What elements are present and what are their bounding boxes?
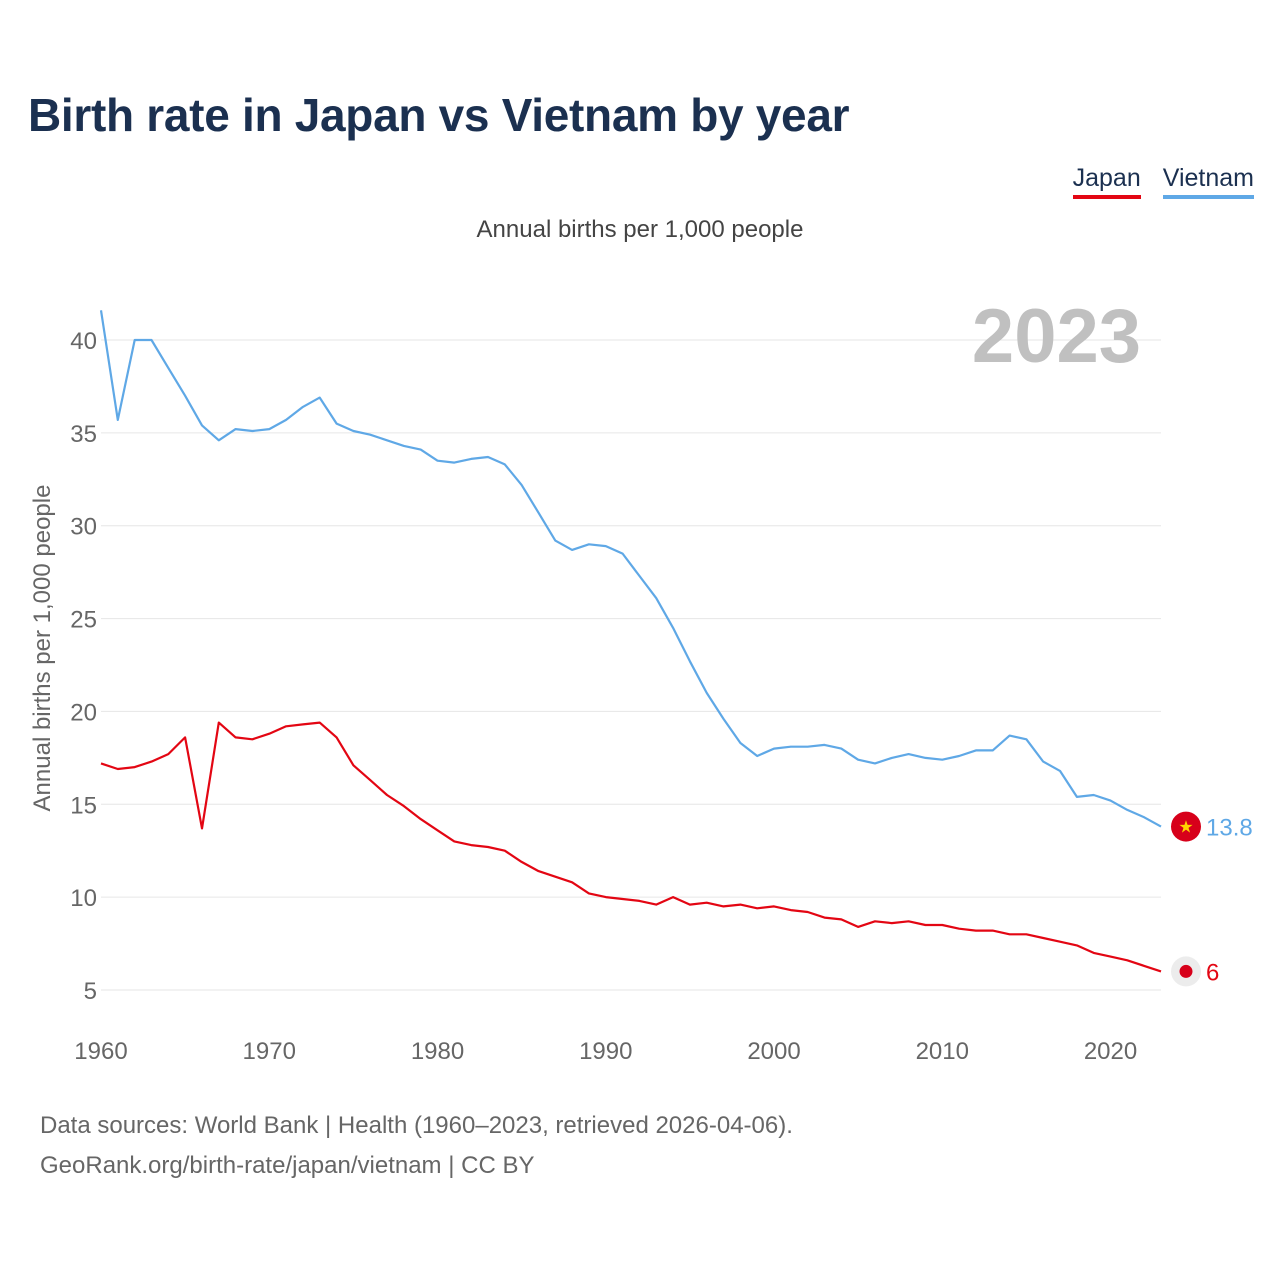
vietnam-flag-star: ★: [1178, 818, 1193, 838]
year-label: 2023: [972, 294, 1141, 379]
legend-item-japan[interactable]: Japan: [1072, 164, 1141, 199]
y-tick-label: 30: [70, 514, 97, 541]
source-link[interactable]: GeoRank.org/birth-rate/japan/vietnam | C…: [40, 1152, 535, 1179]
x-tick-label: 2000: [747, 1038, 800, 1065]
footer: Data sources: World Bank | Health (1960–…: [40, 1106, 793, 1186]
vietnam-flag-icon: [1171, 811, 1201, 842]
japan-flag-disc: [1179, 964, 1193, 978]
y-tick-label: 35: [70, 421, 97, 448]
y-tick-label: 5: [84, 978, 97, 1005]
line-chart: 5 10 15 20 25 30 35 40 1960 1970 1980 1990 2000 2010 2…: [29, 294, 1253, 1065]
data-sources-text: Data sources: World Bank | Health (1960–…: [40, 1112, 793, 1139]
x-tick-label: 2010: [916, 1038, 969, 1065]
y-tick-label: 15: [70, 792, 97, 819]
y-tick-label: 25: [70, 607, 97, 634]
y-tick-label: 40: [70, 328, 97, 355]
end-value-label-japan: 6: [1206, 959, 1219, 986]
legend-item-vietnam[interactable]: Vietnam: [1162, 164, 1254, 199]
chart-subtitle: Annual births per 1,000 people: [476, 216, 804, 243]
y-axis-label: Annual births per 1,000 people: [29, 485, 56, 812]
chart-title: Birth rate in Japan vs Vietnam by year: [28, 89, 850, 141]
x-tick-label: 2020: [1084, 1038, 1137, 1065]
series-line-japan: [100, 721, 1162, 973]
x-tick-label: 1980: [411, 1038, 464, 1065]
end-value-label-vietnam: 13.8: [1206, 815, 1253, 842]
x-tick-label: 1960: [74, 1038, 127, 1065]
x-tick-label: 1990: [579, 1038, 632, 1065]
legend: Japan Vietnam: [1072, 164, 1254, 199]
y-tick-label: 10: [70, 885, 97, 912]
series-line-vietnam: [99, 310, 1162, 828]
x-tick-label: 1970: [243, 1038, 296, 1065]
y-tick-label: 20: [70, 699, 97, 726]
